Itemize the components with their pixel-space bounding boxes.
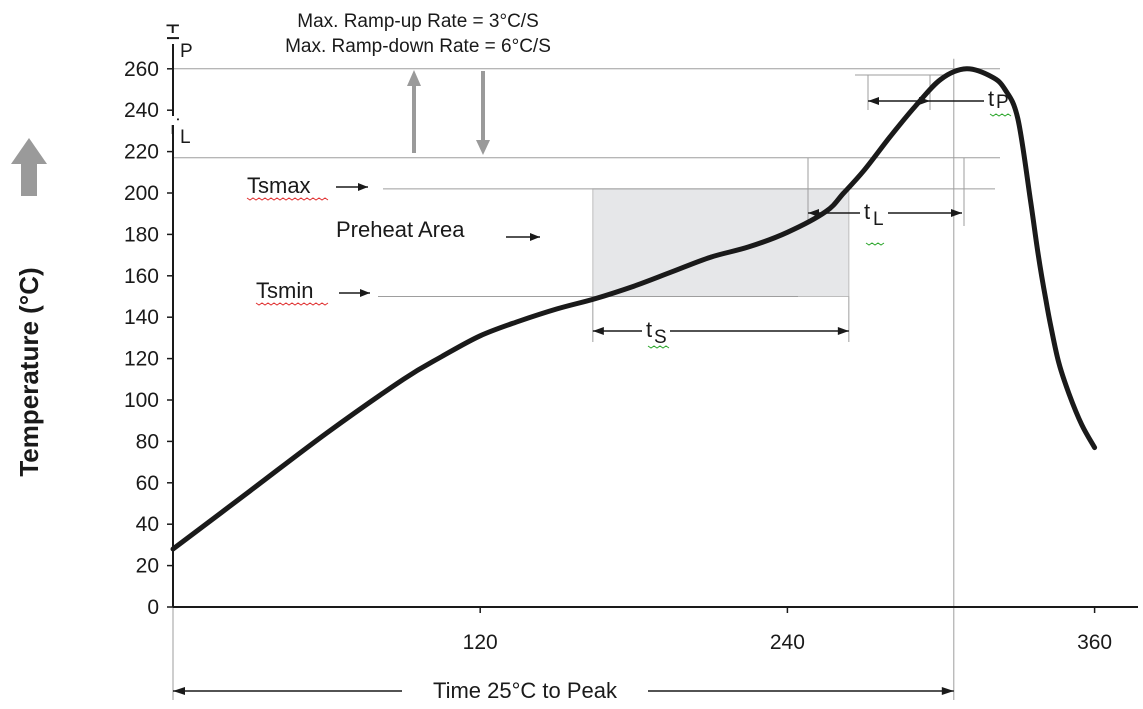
y-tick-label: 160 [124,265,159,288]
y-tick-label: 240 [124,99,159,122]
svg-text:P: P [180,41,193,62]
y-axis-label: Temperature (°C) [14,267,44,476]
svg-text:L: L [180,127,191,148]
ts-label: t S [646,317,670,349]
ramp-up-text: Max. Ramp-up Rate = 3°C/S [297,11,539,32]
y-tick-label: 80 [136,430,159,453]
y-tick-label: 20 [136,555,159,578]
preheat-area-label: Preheat Area [336,217,465,242]
tp-span-arrow [868,97,984,105]
x-tick-label: 120 [463,631,498,654]
tp-time-label: t P [988,86,1012,117]
svg-text:t: t [988,86,994,111]
time-to-peak-arrow [173,687,954,695]
svg-text:S: S [654,327,667,348]
svg-text:P: P [996,92,1009,113]
arrow-head [358,183,368,191]
y-tick-label: 120 [124,348,159,371]
tsmax-label: Tsmax [247,173,311,198]
label-pointer-arrows [336,183,540,297]
y-tick-group: 0 20 40 60 80 100 120 140 160 180 200 220 240 260 [124,58,173,619]
tl-temp-label: T L [166,114,191,148]
tl-time-label: t L [864,199,885,246]
arrow-head [919,97,930,105]
x-axis-label: Time 25°C to Peak [433,678,618,703]
ts-span-arrow [592,327,849,335]
svg-text:t: t [864,199,870,224]
y-tick-label: 180 [124,223,159,246]
ramp-up-arrow-icon [407,70,421,153]
temperature-up-arrow-icon [11,138,47,196]
tsmin-label: Tsmin [256,278,313,303]
arrow-head [592,327,604,335]
y-tick-label: 40 [136,513,159,536]
arrow-head [173,687,185,695]
arrow-head [951,209,962,217]
y-tick-label: 220 [124,141,159,164]
y-tick-label: 60 [136,472,159,495]
x-tick-group: 120 240 360 [463,607,1112,654]
tl-span-arrow [808,209,962,217]
x-tick-label: 240 [770,631,805,654]
arrow-head [941,687,954,695]
svg-text:L: L [873,209,884,230]
svg-text:t: t [646,317,652,342]
tsmax-spellcheck-underline [246,197,329,201]
reflow-profile-curve [170,66,1098,552]
y-tick-label: 100 [124,389,159,412]
x-axis-label-group: Time 25°C to Peak [402,677,648,705]
preheat-area-box [592,188,850,297]
y-tick-label: 0 [147,596,159,619]
arrow-head [837,327,849,335]
arrow-head [530,233,540,241]
arrow-head [360,289,370,297]
y-tick-label: 200 [124,182,159,205]
ramp-down-text: Max. Ramp-down Rate = 6°C/S [285,36,551,57]
y-tick-label: 140 [124,306,159,329]
tp-temp-label: T P [166,20,193,62]
x-tick-label: 360 [1077,631,1112,654]
arrow-head [808,209,819,217]
tsmin-spellcheck-underline [255,302,329,306]
y-tick-label: 260 [124,58,159,81]
ramp-down-arrow-icon [476,71,490,155]
arrow-head [868,97,879,105]
